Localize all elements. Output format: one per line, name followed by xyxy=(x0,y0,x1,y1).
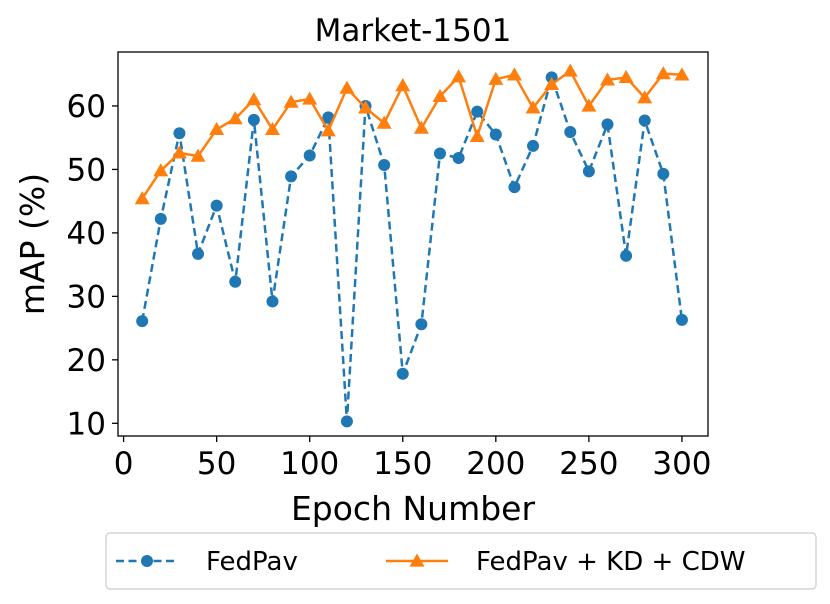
y-tick-label: 40 xyxy=(67,216,106,252)
data-point xyxy=(599,72,615,86)
data-point xyxy=(469,128,485,143)
data-point xyxy=(173,127,186,140)
data-point xyxy=(562,63,578,77)
data-point xyxy=(136,315,149,328)
data-point xyxy=(508,181,521,194)
legend: FedPav FedPav + KD + CDW xyxy=(105,532,817,590)
plot-area xyxy=(134,63,690,428)
axes-frame xyxy=(117,51,709,437)
data-point xyxy=(452,151,465,164)
legend-entries: FedPav FedPav + KD + CDW xyxy=(116,547,745,577)
data-point xyxy=(229,275,242,288)
legend-frame xyxy=(105,532,817,590)
y-tick-label: 30 xyxy=(67,279,106,315)
x-tick-label: 200 xyxy=(466,446,525,482)
data-point xyxy=(415,318,428,331)
data-point xyxy=(171,145,187,159)
legend-entry-2: FedPav + KD + CDW xyxy=(386,547,745,577)
x-tick-label: 100 xyxy=(280,446,339,482)
data-point xyxy=(471,105,484,118)
series-1-line xyxy=(140,73,684,422)
chart-title: Market-1501 xyxy=(315,13,512,49)
x-tick-label: 150 xyxy=(373,446,432,482)
legend-label: FedPav + KD + CDW xyxy=(476,547,745,577)
data-point xyxy=(340,415,353,428)
series-2 xyxy=(134,63,690,205)
legend-label: FedPav xyxy=(206,547,298,577)
data-point xyxy=(303,149,316,162)
data-point xyxy=(601,118,614,131)
data-point xyxy=(489,128,502,141)
x-tick-label: 300 xyxy=(652,446,711,482)
data-point xyxy=(266,295,279,308)
data-point xyxy=(358,100,374,114)
y-tick-label: 60 xyxy=(67,89,106,125)
data-point xyxy=(395,78,411,92)
data-point xyxy=(581,98,597,112)
data-point xyxy=(264,121,280,136)
data-point xyxy=(283,94,299,108)
data-point xyxy=(432,88,448,103)
data-point xyxy=(134,191,150,205)
data-point xyxy=(154,212,167,225)
data-point xyxy=(413,120,429,134)
data-point xyxy=(396,367,409,380)
y-tick-label: 50 xyxy=(67,152,106,188)
data-point xyxy=(378,158,391,171)
data-point xyxy=(527,139,540,152)
x-tick-label: 250 xyxy=(559,446,618,482)
data-point xyxy=(210,199,223,212)
data-point xyxy=(247,113,260,126)
data-point xyxy=(227,111,243,125)
data-point xyxy=(655,66,671,80)
y-axis-label: mAP (%) xyxy=(13,173,52,315)
data-point xyxy=(192,247,205,260)
data-point xyxy=(564,125,577,138)
data-point xyxy=(246,92,262,106)
data-point xyxy=(322,111,335,124)
data-point xyxy=(638,114,651,127)
data-point xyxy=(190,148,206,162)
data-point xyxy=(506,67,522,81)
data-point xyxy=(320,123,336,137)
series-1 xyxy=(136,71,688,428)
data-point xyxy=(674,67,690,81)
data-point xyxy=(339,80,355,94)
legend-swatch-marker xyxy=(409,553,425,567)
legend-swatch-marker xyxy=(141,555,153,567)
data-point xyxy=(544,76,560,90)
data-point xyxy=(209,121,225,136)
data-point xyxy=(285,170,298,183)
data-point xyxy=(451,69,467,83)
data-point xyxy=(582,165,595,178)
data-point xyxy=(657,167,670,180)
data-point xyxy=(153,163,169,177)
y-tick-label: 20 xyxy=(67,343,106,379)
data-point xyxy=(620,249,633,262)
data-point xyxy=(376,115,392,129)
y-tick-label: 10 xyxy=(67,406,106,442)
data-point xyxy=(433,147,446,160)
data-point xyxy=(302,91,318,105)
data-point xyxy=(525,100,541,114)
data-point xyxy=(675,313,688,326)
legend-entry-1: FedPav xyxy=(116,547,298,577)
axis-ticks: 0 50 100 150 200 250 300 10 20 30 40 50 60 xyxy=(67,89,712,482)
x-axis-label: Epoch Number xyxy=(291,489,536,528)
data-point xyxy=(618,69,634,84)
data-point xyxy=(637,90,653,104)
data-point xyxy=(488,71,504,85)
x-tick-label: 50 xyxy=(197,446,236,482)
x-tick-label: 0 xyxy=(114,446,134,482)
